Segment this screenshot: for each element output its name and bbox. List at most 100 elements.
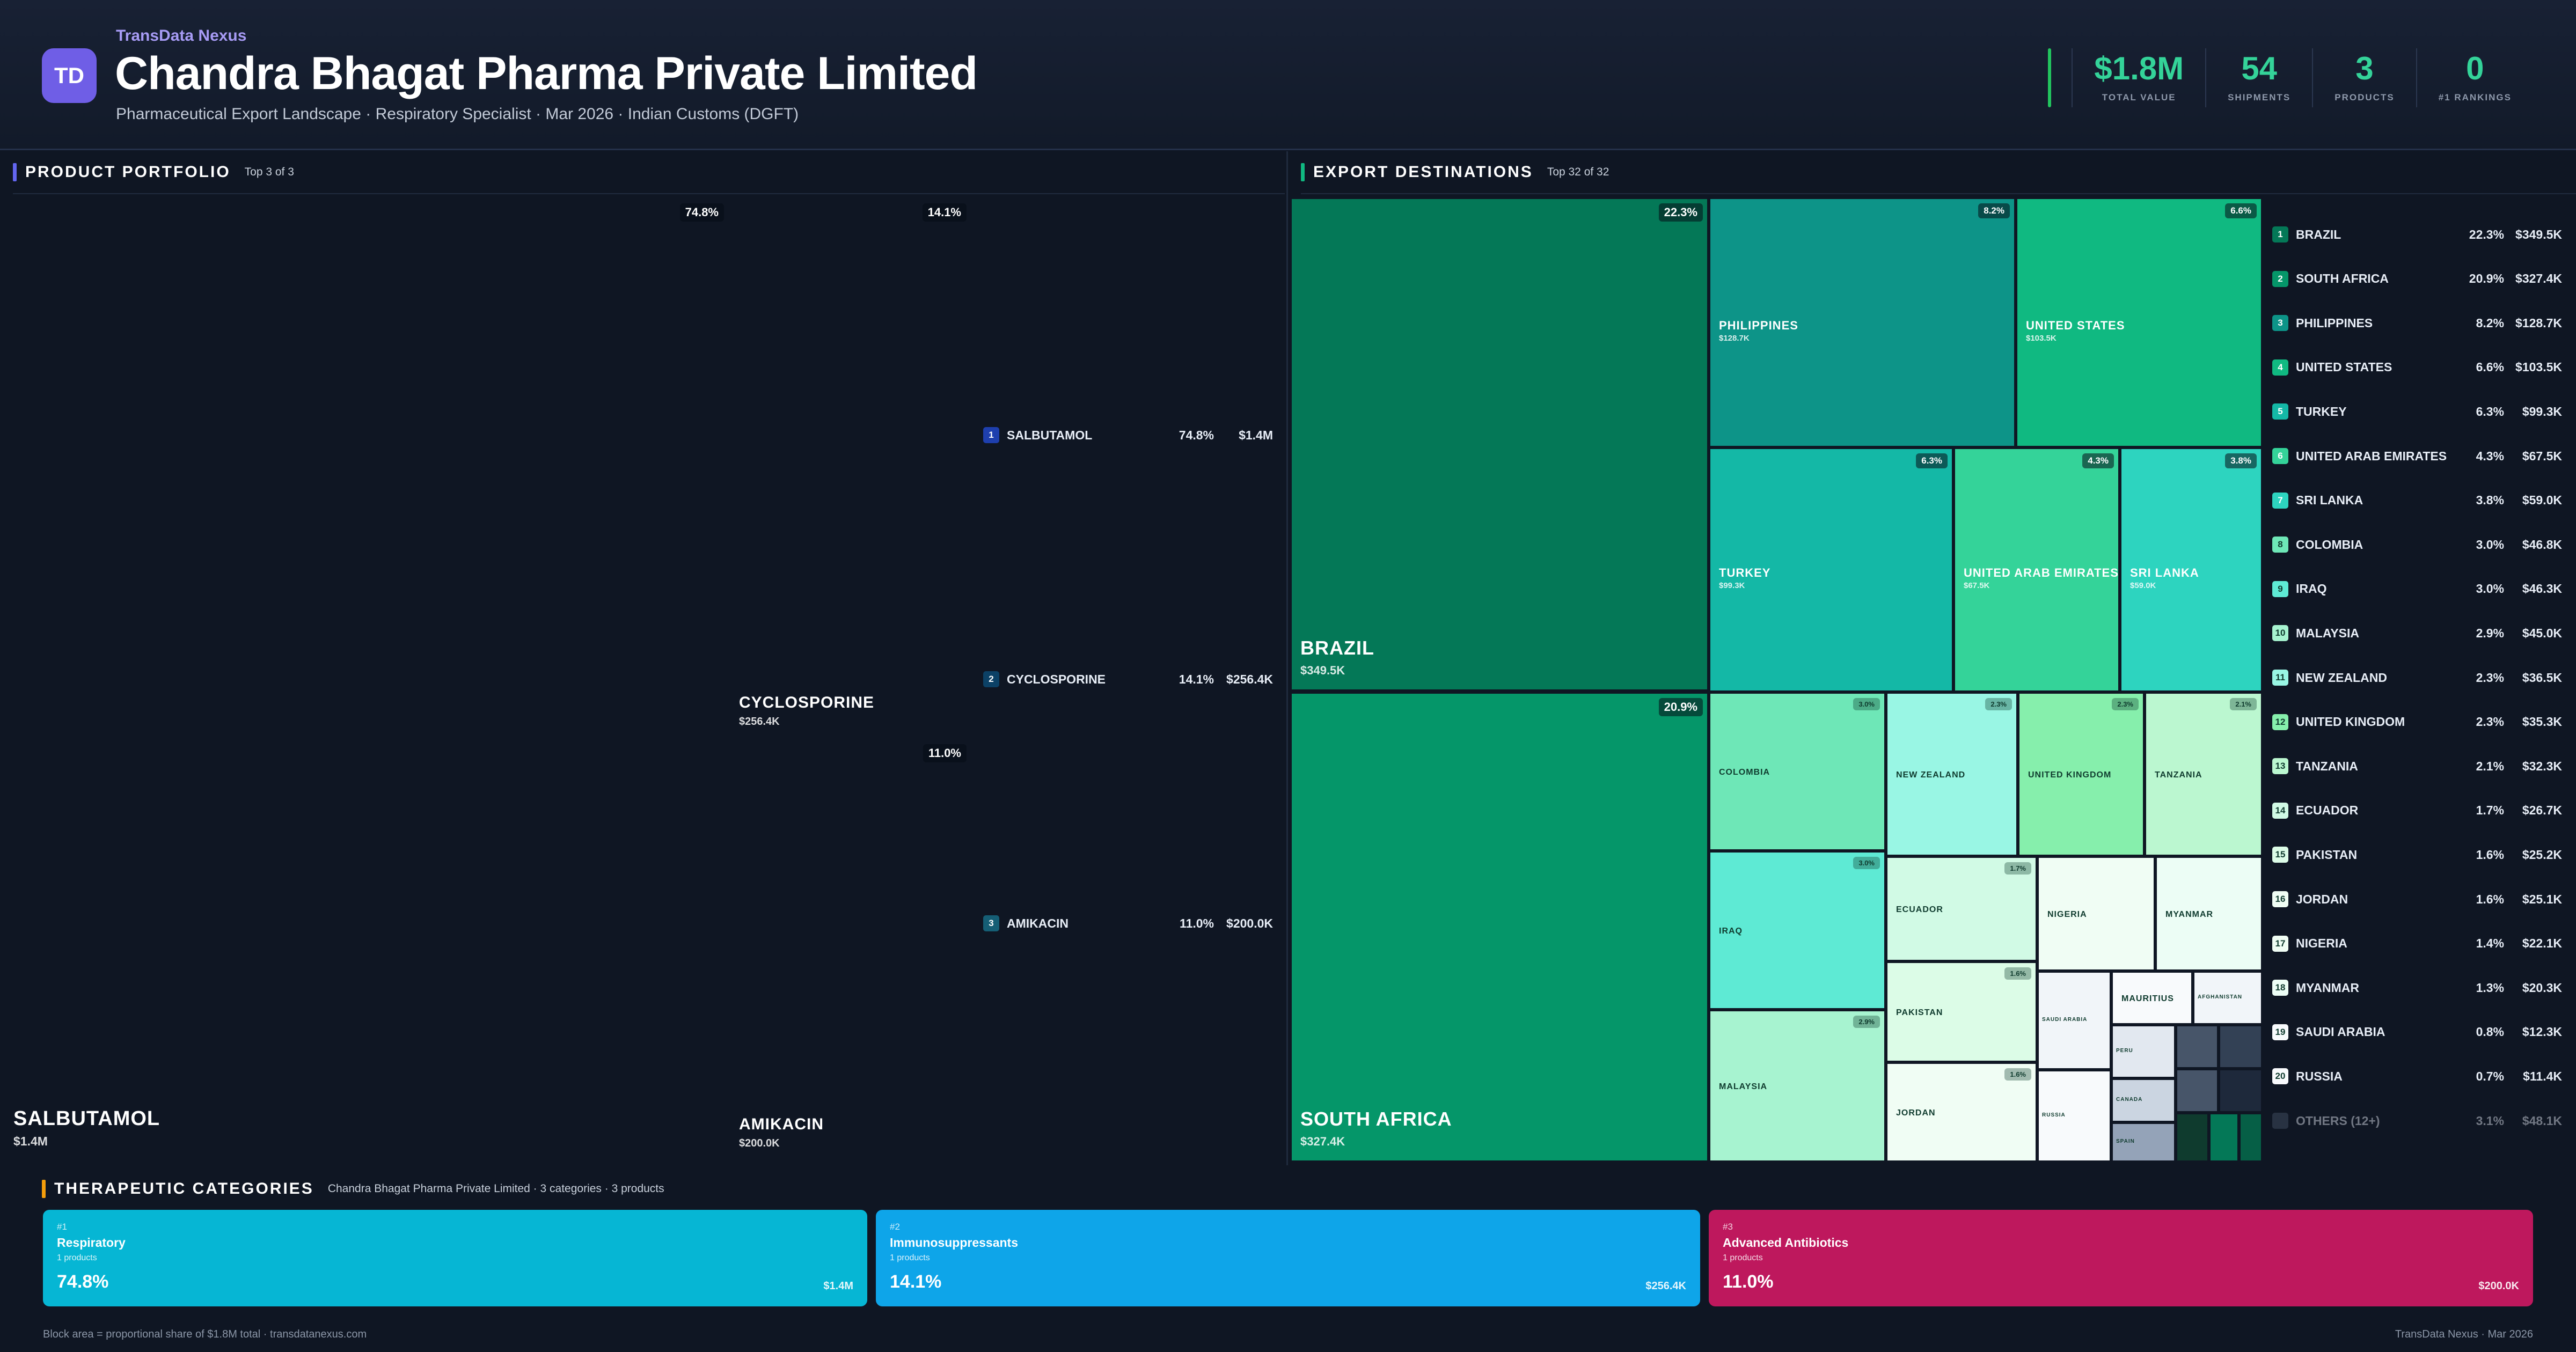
destination-list-item[interactable]: 20 RUSSIA 0.7% $11.4K: [2272, 1068, 2562, 1085]
product-tile-cyclosporine[interactable]: 14.1% CYCLOSPORINE $256.4K: [728, 197, 972, 740]
destination-tile[interactable]: NIGERIA: [2037, 856, 2155, 971]
destination-list-item[interactable]: 18 MYANMAR 1.3% $20.3K: [2272, 980, 2562, 996]
category-card-respiratory[interactable]: #1 Respiratory 1 products 74.8% $1.4M: [43, 1210, 867, 1306]
destination-tile[interactable]: 2.1% TANZANIA: [2145, 692, 2263, 856]
category-card-advanced-antibiotics[interactable]: #3 Advanced Antibiotics 1 products 11.0%…: [1709, 1210, 2533, 1306]
destination-share: 0.8%: [2476, 1025, 2504, 1039]
tile-label: AMIKACIN: [739, 1115, 824, 1133]
destination-list-item[interactable]: 12 UNITED KINGDOM 2.3% $35.3K: [2272, 714, 2562, 730]
category-share: 14.1%: [890, 1272, 942, 1292]
destination-tile[interactable]: MYANMAR: [2155, 856, 2263, 971]
category-share: 74.8%: [57, 1272, 109, 1292]
destination-tile[interactable]: [2219, 1069, 2263, 1113]
kpi-label: #1 RANKINGS: [2438, 92, 2512, 102]
rank-number: 20: [2272, 1068, 2288, 1085]
category-value: $200.0K: [2478, 1280, 2519, 1292]
portfolio-title: PRODUCT PORTFOLIO: [25, 163, 231, 181]
destination-name: JORDAN: [2296, 892, 2348, 906]
product-list-item[interactable]: 1 SALBUTAMOL 74.8% $1.4M: [983, 427, 1273, 443]
product-list-item[interactable]: 3 AMIKACIN 11.0% $200.0K: [983, 915, 1273, 931]
destination-list-item[interactable]: 8 COLOMBIA 3.0% $46.8K: [2272, 537, 2562, 553]
destination-value: $48.1K: [2522, 1113, 2562, 1128]
category-rank: #2: [890, 1222, 900, 1232]
tile-value: $256.4K: [739, 716, 780, 728]
destination-tile[interactable]: MAURITIUS: [2111, 971, 2193, 1025]
destination-tile[interactable]: 1.6% PAKISTAN: [1886, 961, 2037, 1062]
destination-tile[interactable]: [2176, 1025, 2219, 1069]
kpi-shipments: 54 SHIPMENTS: [2205, 48, 2312, 107]
tile-label: PAKISTAN: [1896, 1008, 1943, 1017]
destination-list-item[interactable]: 19 SAUDI ARABIA 0.8% $12.3K: [2272, 1024, 2562, 1040]
destination-name: TANZANIA: [2296, 759, 2358, 773]
page-subtitle: Pharmaceutical Export Landscape · Respir…: [116, 105, 799, 123]
destination-tile[interactable]: 8.2% PHILIPPINES $128.7K: [1709, 197, 2016, 447]
destination-tile[interactable]: 3.8% SRI LANKA $59.0K: [2120, 447, 2263, 692]
destination-tile[interactable]: RUSSIA: [2037, 1070, 2111, 1162]
destination-value: $11.4K: [2523, 1069, 2562, 1083]
destination-name: PHILIPPINES: [2296, 315, 2373, 330]
destination-tile[interactable]: 3.0% COLOMBIA: [1709, 692, 1886, 851]
category-card-immunosuppressants[interactable]: #2 Immunosuppressants 1 products 14.1% $…: [876, 1210, 1700, 1306]
destination-list-item[interactable]: 3 PHILIPPINES 8.2% $128.7K: [2272, 315, 2562, 332]
destination-list-item[interactable]: 9 IRAQ 3.0% $46.3K: [2272, 581, 2562, 597]
destination-tile[interactable]: AFGHANISTAN: [2193, 971, 2263, 1025]
destination-tile[interactable]: 2.3% UNITED KINGDOM: [2018, 692, 2145, 856]
destinations-accent-bar: [1301, 163, 1305, 181]
tile-label: NIGERIA: [2047, 910, 2087, 919]
destination-share: 3.0%: [2476, 537, 2504, 552]
destination-list-others[interactable]: OTHERS (12+) 3.1% $48.1K: [2272, 1113, 2562, 1129]
tile-label: NEW ZEALAND: [1896, 770, 1966, 780]
product-share: 11.0%: [1180, 916, 1214, 930]
destination-tile[interactable]: 3.0% IRAQ: [1709, 851, 1886, 1010]
destination-tile[interactable]: SAUDI ARABIA: [2037, 971, 2111, 1070]
destination-tile[interactable]: [2239, 1113, 2263, 1162]
destination-tile[interactable]: 2.3% NEW ZEALAND: [1886, 692, 2018, 856]
destination-list-item[interactable]: 11 NEW ZEALAND 2.3% $36.5K: [2272, 670, 2562, 686]
destination-list-item[interactable]: 1 BRAZIL 22.3% $349.5K: [2272, 226, 2562, 243]
destination-tile[interactable]: [2219, 1025, 2263, 1069]
destination-tile[interactable]: [2176, 1069, 2219, 1113]
destination-tile[interactable]: 20.9% SOUTH AFRICA $327.4K: [1290, 692, 1709, 1162]
destination-list-item[interactable]: 10 MALAYSIA 2.9% $45.0K: [2272, 625, 2562, 642]
destination-tile[interactable]: [2176, 1113, 2209, 1162]
destination-share: 4.3%: [2476, 449, 2504, 463]
destination-list-item[interactable]: 15 PAKISTAN 1.6% $25.2K: [2272, 847, 2562, 863]
destination-value: $46.8K: [2522, 537, 2562, 552]
tile-value: $1.4M: [13, 1134, 48, 1148]
destination-list-item[interactable]: 17 NIGERIA 1.4% $22.1K: [2272, 935, 2562, 952]
destination-list-item[interactable]: 6 UNITED ARAB EMIRATES 4.3% $67.5K: [2272, 448, 2562, 464]
destination-tile[interactable]: SPAIN: [2111, 1122, 2176, 1162]
destination-value: $46.3K: [2522, 582, 2562, 596]
tile-label: TURKEY: [1719, 566, 1771, 579]
destination-tile[interactable]: CANADA: [2111, 1078, 2176, 1122]
destination-tile[interactable]: 2.9% MALAYSIA: [1709, 1010, 1886, 1162]
product-tile-amikacin[interactable]: 11.0% AMIKACIN $200.0K: [728, 738, 972, 1162]
destination-list-item[interactable]: 13 TANZANIA 2.1% $32.3K: [2272, 758, 2562, 775]
destination-list-item[interactable]: 4 UNITED STATES 6.6% $103.5K: [2272, 359, 2562, 376]
product-list-item[interactable]: 2 CYCLOSPORINE 14.1% $256.4K: [983, 671, 1273, 687]
destination-list-item[interactable]: 7 SRI LANKA 3.8% $59.0K: [2272, 492, 2562, 509]
brand-name: TransData Nexus: [116, 27, 247, 45]
destination-list-item[interactable]: 2 SOUTH AFRICA 20.9% $327.4K: [2272, 270, 2562, 287]
rank-number: 18: [2272, 980, 2288, 996]
destination-tile[interactable]: 4.3% UNITED ARAB EMIRATES $67.5K: [1953, 447, 2120, 692]
destination-tile[interactable]: PERU: [2111, 1025, 2176, 1078]
share-badge: 11.0%: [923, 744, 967, 762]
rank-number: 10: [2272, 625, 2288, 642]
product-tile-salbutamol[interactable]: 74.8% SALBUTAMOL $1.4M: [2, 197, 730, 1162]
portfolio-accent-bar: [13, 163, 17, 181]
destination-tile[interactable]: 1.6% JORDAN: [1886, 1062, 2037, 1162]
destination-tile[interactable]: 1.7% ECUADOR: [1886, 856, 2037, 961]
destination-tile[interactable]: [2209, 1113, 2239, 1162]
kpi-strip: $1.8M TOTAL VALUE 54 SHIPMENTS 3 PRODUCT…: [2048, 48, 2533, 107]
destination-tile[interactable]: 22.3% BRAZIL $349.5K: [1290, 197, 1709, 691]
destination-tile[interactable]: 6.6% UNITED STATES $103.5K: [2016, 197, 2263, 447]
destination-list-item[interactable]: 14 ECUADOR 1.7% $26.7K: [2272, 802, 2562, 819]
categories-subtitle: Chandra Bhagat Pharma Private Limited · …: [327, 1182, 664, 1195]
destination-list-item[interactable]: 5 TURKEY 6.3% $99.3K: [2272, 403, 2562, 420]
destination-tile[interactable]: 6.3% TURKEY $99.3K: [1709, 447, 1953, 692]
destination-share: 2.9%: [2476, 626, 2504, 640]
destination-list-item[interactable]: 16 JORDAN 1.6% $25.1K: [2272, 891, 2562, 907]
kpi-products: 3 PRODUCTS: [2312, 48, 2416, 107]
share-badge: 1.7%: [2004, 862, 2031, 875]
